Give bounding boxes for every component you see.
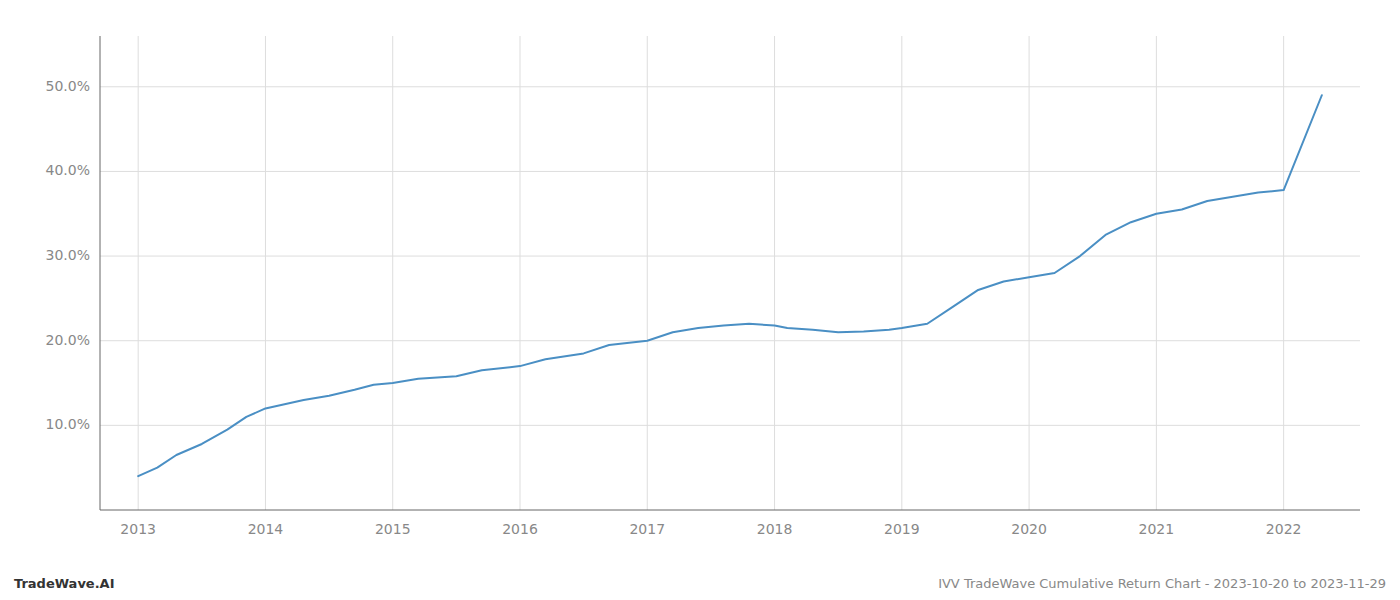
x-grid-line — [1156, 36, 1157, 510]
x-grid-line — [1283, 36, 1284, 510]
x-tick-label: 2018 — [757, 521, 793, 537]
x-tick-label: 2015 — [375, 521, 411, 537]
plot-area — [138, 95, 1322, 476]
y-grid-line — [100, 256, 1360, 257]
chart: 10.0% 20.0% 30.0% 40.0% 50.0% 2013 2014 2015 201… — [0, 0, 1400, 600]
grid — [100, 36, 1360, 510]
x-tick-label: 2019 — [884, 521, 920, 537]
x-tick-label: 2013 — [120, 521, 156, 537]
y-grid-line — [100, 425, 1360, 426]
x-grid-line — [774, 36, 775, 510]
y-tick-label: 20.0% — [46, 332, 90, 348]
y-tick-label: 50.0% — [46, 78, 90, 94]
x-grid-line — [138, 36, 139, 510]
x-axis-line — [100, 510, 1360, 511]
y-grid-line — [100, 86, 1360, 87]
watermark: TradeWave.AI — [14, 576, 115, 591]
x-grid-line — [265, 36, 266, 510]
x-tick-label: 2020 — [1011, 521, 1047, 537]
x-grid-line — [901, 36, 902, 510]
x-tick-label: 2016 — [502, 521, 538, 537]
x-grid-line — [520, 36, 521, 510]
line — [138, 95, 1322, 476]
x-grid-line — [392, 36, 393, 510]
y-tick-label: 10.0% — [46, 416, 90, 432]
y-tick-label: 30.0% — [46, 247, 90, 263]
y-grid-line — [100, 340, 1360, 341]
y-tick-label: 40.0% — [46, 162, 90, 178]
x-tick-label: 2017 — [629, 521, 665, 537]
background — [0, 0, 1400, 600]
x-tick-label: 2014 — [248, 521, 284, 537]
x-grid-line — [1029, 36, 1030, 510]
x-tick-label: 2021 — [1139, 521, 1175, 537]
x-tick-label: 2022 — [1266, 521, 1302, 537]
y-grid-line — [100, 171, 1360, 172]
x-grid-line — [647, 36, 648, 510]
title: IVV TradeWave Cumulative Return Chart - … — [938, 576, 1386, 591]
axes: 10.0% 20.0% 30.0% 40.0% 50.0% 2013 2014 2015 201… — [46, 36, 1360, 537]
y-axis-line — [100, 36, 101, 510]
